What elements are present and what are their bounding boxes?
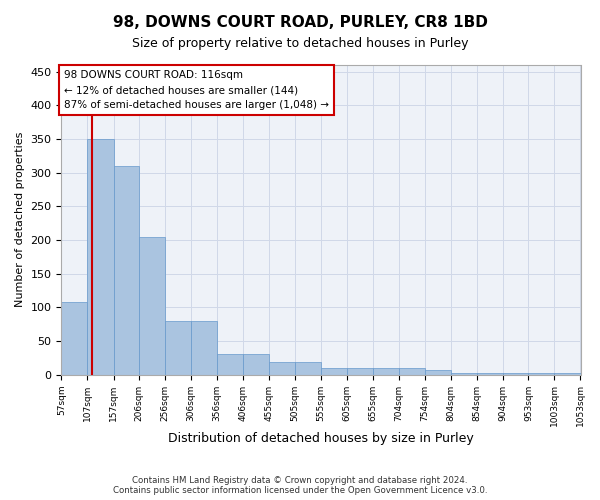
Text: 98 DOWNS COURT ROAD: 116sqm
← 12% of detached houses are smaller (144)
87% of se: 98 DOWNS COURT ROAD: 116sqm ← 12% of det… — [64, 70, 329, 110]
Bar — [217, 354, 243, 374]
Bar — [269, 362, 295, 374]
Bar — [191, 321, 217, 374]
Bar — [373, 368, 398, 374]
Bar — [61, 302, 88, 374]
Bar — [347, 368, 373, 374]
X-axis label: Distribution of detached houses by size in Purley: Distribution of detached houses by size … — [168, 432, 474, 445]
Bar — [88, 139, 113, 374]
Text: 98, DOWNS COURT ROAD, PURLEY, CR8 1BD: 98, DOWNS COURT ROAD, PURLEY, CR8 1BD — [113, 15, 487, 30]
Bar — [139, 236, 165, 374]
Bar — [113, 166, 139, 374]
Bar — [165, 321, 191, 374]
Bar — [321, 368, 347, 374]
Text: Size of property relative to detached houses in Purley: Size of property relative to detached ho… — [132, 38, 468, 51]
Text: Contains HM Land Registry data © Crown copyright and database right 2024.
Contai: Contains HM Land Registry data © Crown c… — [113, 476, 487, 495]
Bar — [295, 362, 321, 374]
Bar — [243, 354, 269, 374]
Y-axis label: Number of detached properties: Number of detached properties — [15, 132, 25, 308]
Bar — [425, 370, 451, 374]
Bar — [398, 368, 425, 374]
